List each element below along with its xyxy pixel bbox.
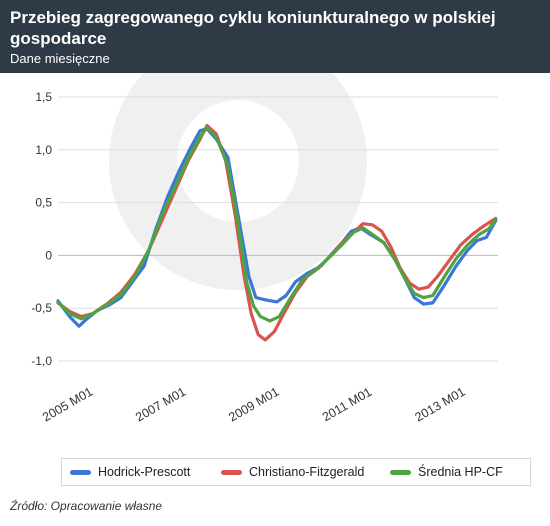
legend-item-cf: Christiano-Fitzgerald: [221, 463, 364, 481]
y-tick-label: -0,5: [31, 301, 52, 315]
watermark-logo: [109, 73, 367, 290]
series-line-2: [56, 126, 498, 323]
chart-subtitle: Dane miesięczne: [10, 51, 110, 66]
source-note: Źródło: Opracowanie własne: [10, 499, 163, 513]
y-axis-labels: 1,5 1,0 0,5 0 -0,5 -1,0: [31, 90, 52, 368]
x-tick-label: 2011 M01: [320, 385, 374, 424]
y-tick-label: -1,0: [31, 354, 52, 368]
x-axis-labels: 2005 M01 2007 M01 2009 M01 2011 M01 2013 M01: [40, 385, 468, 425]
legend-label-cf: Christiano-Fitzgerald: [249, 465, 365, 479]
y-tick-label: 0,5: [35, 196, 52, 210]
series-lines: [56, 123, 498, 342]
chart-title: Przebieg zagregowanego cyklu koniunktura…: [10, 8, 496, 48]
legend: Hodrick-Prescott Christiano-Fitzgerald Ś…: [61, 458, 531, 486]
x-tick-label: 2013 M01: [413, 385, 468, 425]
x-tick-label: 2009 M01: [226, 385, 281, 425]
chart-header: Przebieg zagregowanego cyklu koniunktura…: [0, 0, 550, 73]
y-tick-label: 1,5: [35, 90, 52, 104]
legend-label-hp: Hodrick-Prescott: [98, 465, 191, 479]
x-tick-label: 2005 M01: [40, 385, 95, 425]
x-tick-label: 2007 M01: [133, 385, 188, 425]
legend-swatch-avg: [390, 469, 411, 475]
legend-swatch-hp: [70, 469, 91, 475]
legend-swatch-cf: [221, 469, 242, 475]
legend-item-avg: Średnia HP-CF: [390, 463, 503, 481]
y-tick-label: 0: [45, 248, 52, 262]
legend-label-avg: Średnia HP-CF: [418, 465, 503, 479]
y-tick-label: 1,0: [35, 143, 52, 157]
grid-lines: [58, 96, 498, 362]
legend-item-hp: Hodrick-Prescott: [70, 463, 190, 481]
line-chart: 1,5 1,0 0,5 0 -0,5 -1,0 2005 M01 2007 M01 2009 …: [31, 73, 498, 425]
